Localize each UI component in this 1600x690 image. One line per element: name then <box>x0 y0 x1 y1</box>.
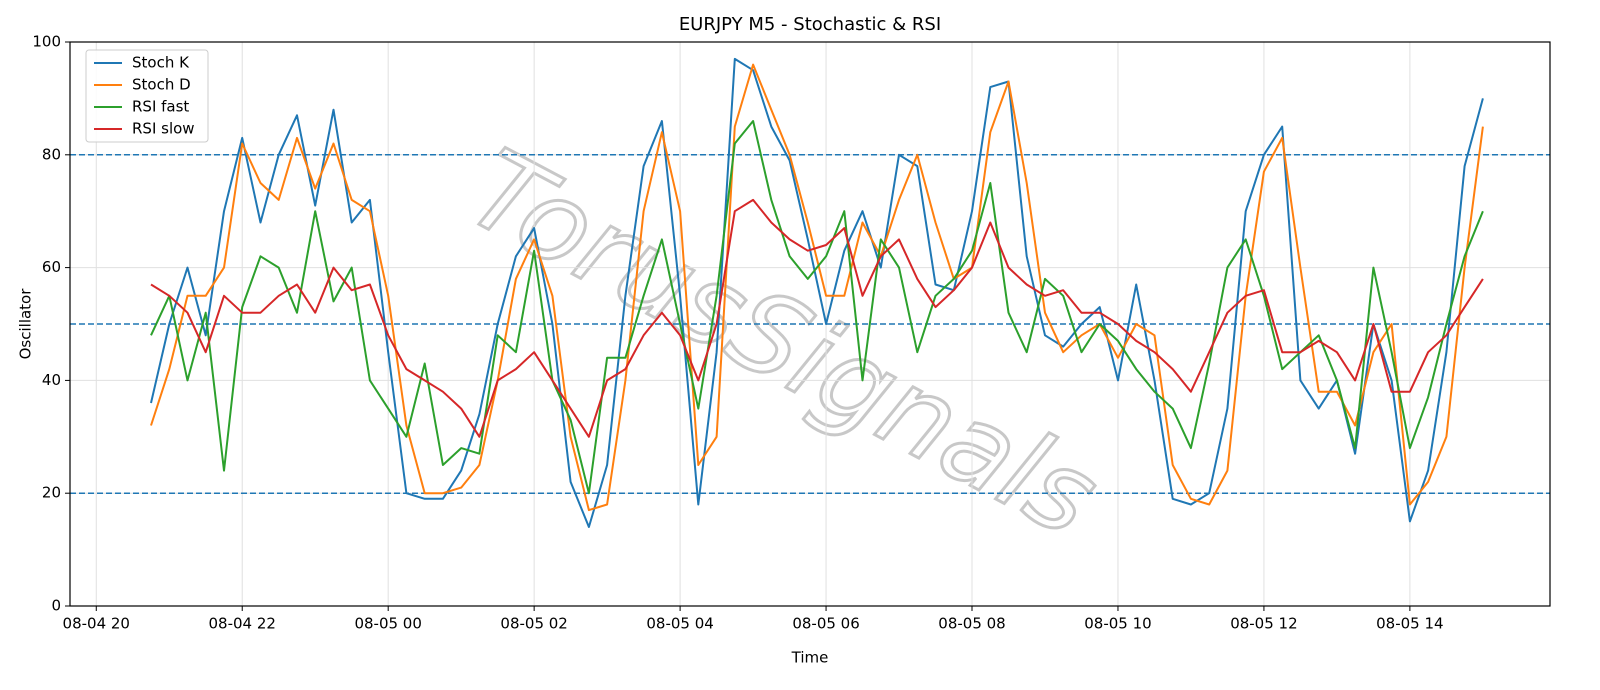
plot-frame <box>69 41 1551 607</box>
x-tick-label: 08-04 22 <box>209 615 276 633</box>
x-tick-label: 08-05 14 <box>1376 615 1443 633</box>
x-tick-label: 08-04 20 <box>63 615 130 633</box>
legend-label: Stoch K <box>132 54 190 72</box>
y-tick-label: 0 <box>51 597 61 615</box>
x-axis-label: Time <box>791 649 829 667</box>
y-axis-label: Oscillator <box>17 288 35 360</box>
x-tick-label: 08-05 02 <box>500 615 567 633</box>
x-tick-label: 08-05 04 <box>646 615 713 633</box>
y-tick-label: 60 <box>42 258 61 276</box>
series-line <box>150 120 1484 495</box>
legend-label: RSI fast <box>132 98 189 116</box>
legend-box <box>85 49 209 143</box>
x-tick-label: 08-05 08 <box>938 615 1005 633</box>
x-tick-label: 08-05 10 <box>1084 615 1151 633</box>
x-tick-label: 08-05 00 <box>354 615 421 633</box>
y-tick-label: 20 <box>42 484 61 502</box>
chart-title: EURJPY M5 - Stochastic & RSI <box>679 14 941 35</box>
x-tick-label: 08-05 06 <box>792 615 859 633</box>
series-line <box>150 198 1484 438</box>
series-line <box>150 63 1484 512</box>
legend-label: RSI slow <box>132 120 195 138</box>
y-tick-label: 100 <box>32 33 61 51</box>
y-tick-label: 40 <box>42 371 61 389</box>
y-tick-label: 80 <box>42 145 61 163</box>
legend-label: Stoch D <box>132 76 191 94</box>
x-tick-label: 08-05 12 <box>1230 615 1297 633</box>
